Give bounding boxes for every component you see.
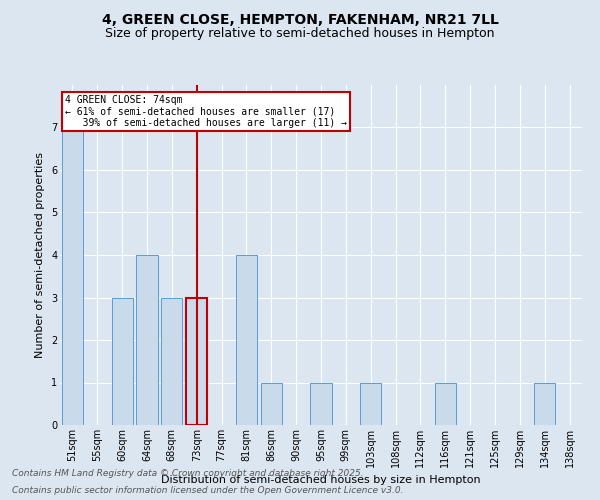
Text: Contains HM Land Registry data © Crown copyright and database right 2025.: Contains HM Land Registry data © Crown c… (12, 468, 364, 477)
Bar (236, 255, 257, 425)
X-axis label: Distribution of semi-detached houses by size in Hempton: Distribution of semi-detached houses by … (161, 476, 481, 486)
Text: 4 GREEN CLOSE: 74sqm
← 61% of semi-detached houses are smaller (17)
   39% of se: 4 GREEN CLOSE: 74sqm ← 61% of semi-detac… (65, 95, 347, 128)
Y-axis label: Number of semi-detached properties: Number of semi-detached properties (35, 152, 46, 358)
Text: Contains public sector information licensed under the Open Government Licence v3: Contains public sector information licen… (12, 486, 404, 495)
Bar (435, 382, 456, 425)
Bar (186, 298, 207, 425)
Bar (62, 128, 83, 425)
Bar (161, 298, 182, 425)
Bar (261, 382, 282, 425)
Bar (534, 382, 555, 425)
Text: 4, GREEN CLOSE, HEMPTON, FAKENHAM, NR21 7LL: 4, GREEN CLOSE, HEMPTON, FAKENHAM, NR21 … (101, 12, 499, 26)
Bar (310, 382, 332, 425)
Bar (360, 382, 381, 425)
Bar (112, 298, 133, 425)
Bar (136, 255, 158, 425)
Text: Size of property relative to semi-detached houses in Hempton: Size of property relative to semi-detach… (105, 28, 495, 40)
